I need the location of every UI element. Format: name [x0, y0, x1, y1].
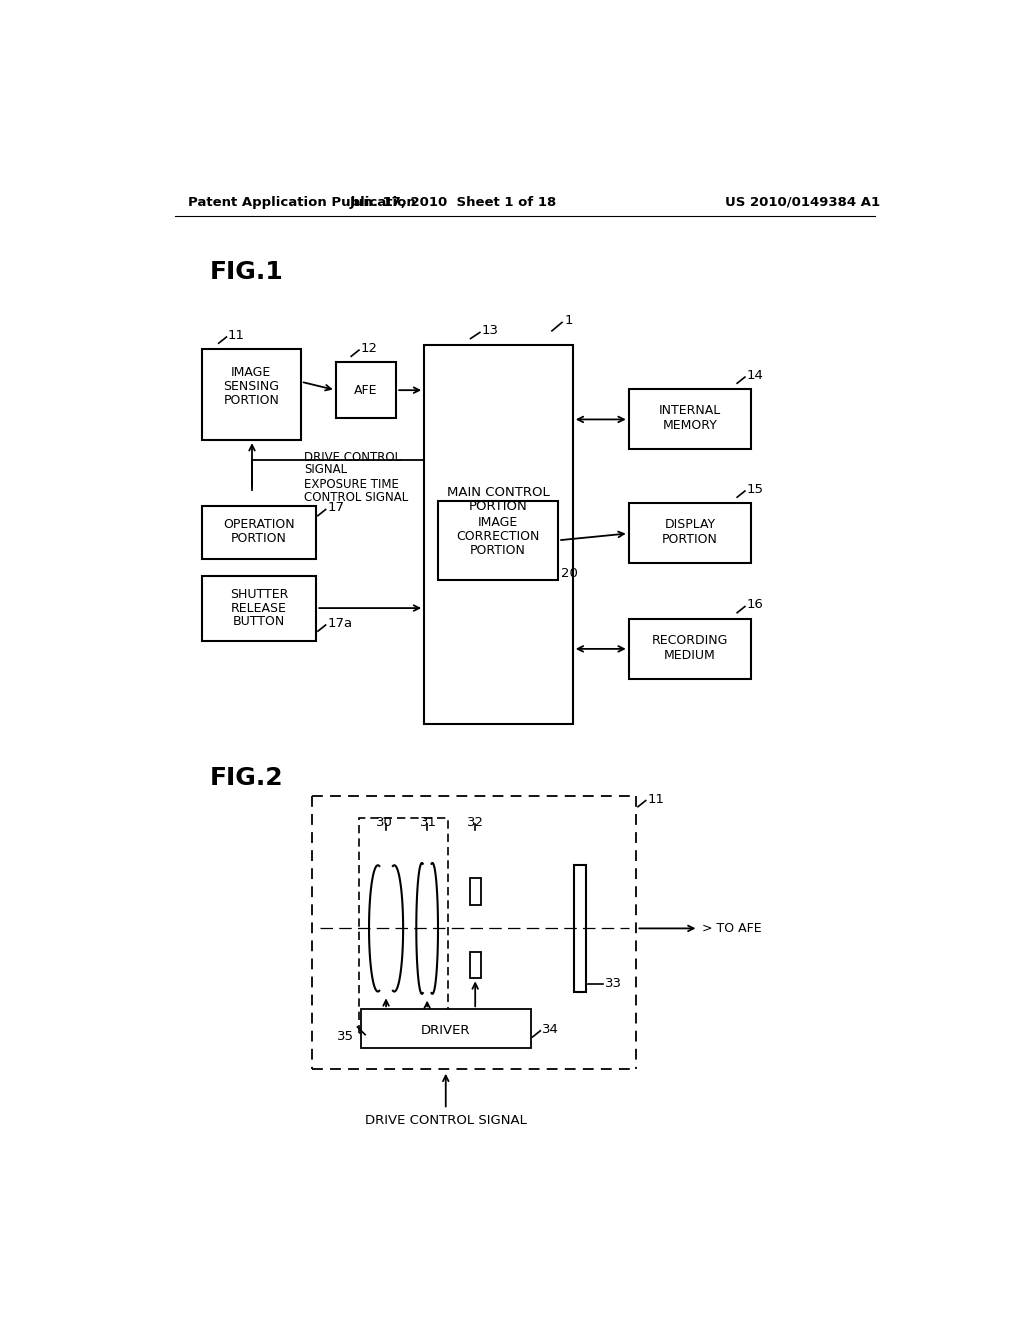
Text: 11: 11 — [228, 329, 245, 342]
Text: 16: 16 — [746, 598, 763, 611]
Text: FIG.1: FIG.1 — [209, 260, 283, 284]
Text: 14: 14 — [746, 370, 763, 381]
Text: 17a: 17a — [328, 616, 352, 630]
Bar — [629, 619, 751, 678]
Text: Patent Application Publication: Patent Application Publication — [188, 195, 416, 209]
Text: SIGNAL: SIGNAL — [304, 463, 347, 477]
Text: 30: 30 — [376, 816, 393, 829]
Bar — [202, 507, 316, 558]
Text: MEDIUM: MEDIUM — [664, 648, 716, 661]
Text: PORTION: PORTION — [223, 393, 280, 407]
Text: OPERATION: OPERATION — [223, 519, 295, 532]
Text: SENSING: SENSING — [223, 380, 280, 393]
Bar — [629, 503, 751, 564]
Text: DISPLAY: DISPLAY — [665, 519, 716, 532]
Text: Jun. 17, 2010  Sheet 1 of 18: Jun. 17, 2010 Sheet 1 of 18 — [350, 195, 557, 209]
Bar — [336, 363, 396, 418]
Text: PORTION: PORTION — [469, 500, 527, 513]
Bar — [202, 350, 301, 441]
Text: 31: 31 — [420, 816, 437, 829]
Text: 33: 33 — [604, 977, 622, 990]
Text: 1: 1 — [564, 314, 572, 326]
Text: BUTTON: BUTTON — [232, 615, 285, 628]
Text: 12: 12 — [360, 342, 378, 355]
Text: DRIVE CONTROL SIGNAL: DRIVE CONTROL SIGNAL — [365, 1114, 526, 1127]
Text: 13: 13 — [481, 325, 499, 338]
Bar — [202, 576, 316, 642]
Bar — [573, 866, 586, 993]
Bar — [360, 1010, 531, 1048]
Bar — [438, 502, 558, 579]
Bar — [629, 389, 751, 449]
Text: > TO AFE: > TO AFE — [702, 921, 762, 935]
Text: MEMORY: MEMORY — [663, 418, 718, 432]
Text: DRIVE CONTROL: DRIVE CONTROL — [304, 450, 401, 463]
Text: EXPOSURE TIME: EXPOSURE TIME — [304, 478, 398, 491]
Text: INTERNAL: INTERNAL — [658, 404, 721, 417]
Text: FIG.2: FIG.2 — [209, 766, 283, 791]
Text: PORTION: PORTION — [662, 533, 718, 546]
Text: PORTION: PORTION — [470, 544, 526, 557]
Text: 11: 11 — [647, 792, 665, 805]
Text: 32: 32 — [467, 816, 483, 829]
Bar — [359, 817, 449, 1034]
Text: 15: 15 — [746, 483, 764, 496]
Text: MAIN CONTROL: MAIN CONTROL — [447, 486, 550, 499]
Text: 17: 17 — [328, 502, 344, 515]
Text: IMAGE: IMAGE — [231, 366, 271, 379]
Text: US 2010/0149384 A1: US 2010/0149384 A1 — [725, 195, 880, 209]
Text: RELEASE: RELEASE — [231, 602, 287, 615]
Bar — [470, 878, 480, 906]
Text: CORRECTION: CORRECTION — [457, 529, 540, 543]
Text: AFE: AFE — [354, 384, 378, 397]
Text: DRIVER: DRIVER — [421, 1023, 470, 1036]
Text: IMAGE: IMAGE — [478, 516, 518, 529]
Text: CONTROL SIGNAL: CONTROL SIGNAL — [304, 491, 409, 504]
Text: 35: 35 — [337, 1030, 354, 1043]
Text: SHUTTER: SHUTTER — [229, 587, 288, 601]
Text: RECORDING: RECORDING — [651, 634, 728, 647]
Bar — [424, 345, 572, 723]
Text: 20: 20 — [561, 566, 579, 579]
Text: 34: 34 — [542, 1023, 559, 1036]
Text: PORTION: PORTION — [231, 532, 287, 545]
Bar — [470, 952, 480, 978]
